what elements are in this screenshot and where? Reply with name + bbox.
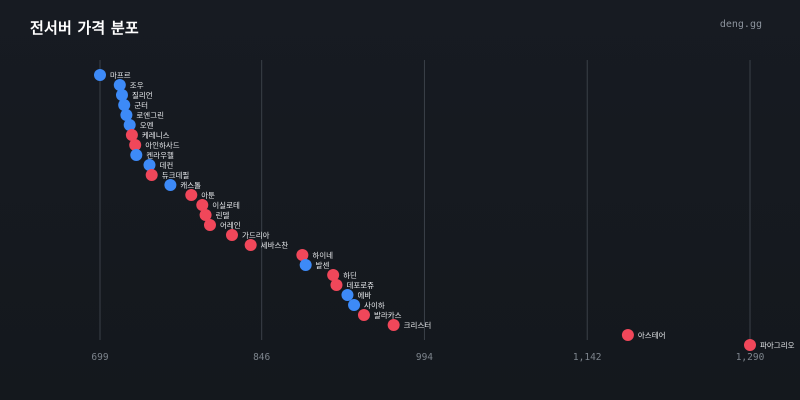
point-marker[interactable] [299, 259, 312, 271]
point-label: 하이네 [312, 250, 333, 260]
data-point[interactable]: 오멘 [123, 119, 154, 131]
data-point[interactable]: 켄라우헬 [130, 149, 174, 161]
data-point[interactable]: 크리스터 [387, 319, 432, 331]
data-point[interactable]: 하이네 [296, 249, 333, 261]
point-label: 군터 [134, 101, 148, 110]
point-marker[interactable] [387, 319, 400, 331]
point-marker[interactable] [244, 239, 257, 251]
data-point[interactable]: 세바스찬 [244, 239, 289, 251]
point-marker[interactable] [94, 69, 106, 81]
point-marker[interactable] [185, 189, 198, 201]
point-marker[interactable] [225, 229, 238, 241]
point-marker[interactable] [120, 109, 133, 121]
point-marker[interactable] [130, 149, 143, 161]
point-label: 어레인 [220, 220, 241, 230]
point-label: 오멘 [140, 121, 154, 130]
data-point[interactable]: 데컨 [143, 159, 173, 171]
point-marker[interactable] [125, 129, 138, 141]
point-marker[interactable] [296, 249, 309, 261]
brand-label: deng.gg [719, 19, 762, 30]
point-marker[interactable] [357, 309, 370, 321]
point-label: 하딘 [343, 270, 357, 280]
data-point[interactable]: 조우 [113, 79, 144, 91]
point-marker[interactable] [115, 89, 128, 101]
point-label: 이실로테 [212, 200, 240, 210]
point-marker[interactable] [129, 139, 142, 151]
point-label: 에바 [357, 290, 371, 300]
point-marker[interactable] [327, 269, 340, 281]
data-point[interactable]: 어레인 [203, 219, 241, 231]
x-tick-label: 994 [416, 352, 433, 363]
point-label: 발센 [316, 260, 330, 270]
point-label: 켄라우헬 [146, 150, 174, 160]
data-point[interactable]: 아인하사드 [129, 139, 180, 151]
data-point[interactable]: 듀크데필 [145, 169, 190, 181]
data-point[interactable]: 하딘 [327, 269, 357, 281]
data-point[interactable]: 아스테어 [621, 329, 666, 341]
point-label: 마프르 [110, 71, 131, 80]
data-point[interactable]: 에바 [341, 289, 371, 301]
data-point[interactable]: 로엔그린 [120, 109, 164, 121]
data-point[interactable]: 발센 [299, 259, 330, 271]
x-axis-ticks: 699 846 994 1,142 1,290 [91, 352, 764, 363]
point-marker[interactable] [203, 219, 216, 231]
point-marker[interactable] [348, 299, 361, 311]
point-label: 세바스찬 [261, 240, 289, 250]
point-label: 파아그리오 [760, 340, 795, 350]
point-label: 사이하 [364, 300, 385, 310]
point-label: 발라카스 [374, 311, 402, 320]
point-marker[interactable] [164, 179, 177, 191]
point-marker[interactable] [744, 339, 756, 351]
point-label: 아툰 [201, 190, 215, 200]
data-point[interactable]: 마프르 [94, 69, 131, 81]
chart-title: 전서버 가격 분포 [30, 19, 139, 37]
point-marker[interactable] [113, 79, 126, 91]
point-label: 로엔그린 [136, 110, 164, 120]
data-point[interactable]: 군터 [118, 99, 148, 111]
point-marker[interactable] [196, 199, 209, 211]
data-points: 마프르조우질리언군터로엔그린오멘케레니스아인하사드켄라우헬데컨듀크데필캐스톨아툰… [94, 69, 795, 351]
data-point[interactable]: 데포로쥬 [330, 279, 374, 291]
point-label: 아스테어 [638, 330, 666, 340]
point-label: 아인하사드 [145, 140, 180, 150]
point-marker[interactable] [341, 289, 354, 301]
data-point[interactable]: 가드리아 [225, 229, 270, 241]
data-point[interactable]: 질리언 [115, 89, 153, 101]
point-marker[interactable] [199, 209, 212, 221]
point-marker[interactable] [118, 99, 131, 111]
point-label: 질리언 [132, 90, 153, 100]
data-point[interactable]: 캐스톨 [164, 179, 201, 191]
point-label: 케레니스 [142, 131, 170, 140]
grid-layer [99, 60, 751, 340]
point-label: 린델 [216, 210, 230, 220]
x-tick-label: 699 [91, 352, 108, 363]
data-point[interactable]: 발라카스 [357, 309, 402, 321]
point-label: 캐스톨 [180, 181, 201, 190]
point-marker[interactable] [143, 159, 156, 171]
point-label: 조우 [130, 81, 144, 90]
data-point[interactable]: 이실로테 [196, 199, 240, 211]
point-label: 데컨 [159, 160, 173, 170]
data-point[interactable]: 린델 [199, 209, 230, 221]
x-tick-label: 1,290 [736, 352, 765, 363]
point-marker[interactable] [330, 279, 343, 291]
x-tick-label: 1,142 [573, 352, 602, 363]
point-label: 가드리아 [242, 230, 270, 240]
data-point[interactable]: 사이하 [348, 299, 385, 311]
data-point[interactable]: 케레니스 [125, 129, 170, 141]
data-point[interactable]: 아툰 [185, 189, 215, 201]
x-tick-label: 846 [253, 352, 270, 363]
point-label: 데포로쥬 [346, 281, 374, 290]
point-marker[interactable] [621, 329, 634, 341]
point-marker[interactable] [145, 169, 158, 181]
data-point[interactable]: 파아그리오 [744, 339, 795, 351]
point-label: 듀크데필 [162, 170, 190, 180]
point-label: 크리스터 [404, 321, 432, 330]
point-marker[interactable] [123, 119, 136, 131]
